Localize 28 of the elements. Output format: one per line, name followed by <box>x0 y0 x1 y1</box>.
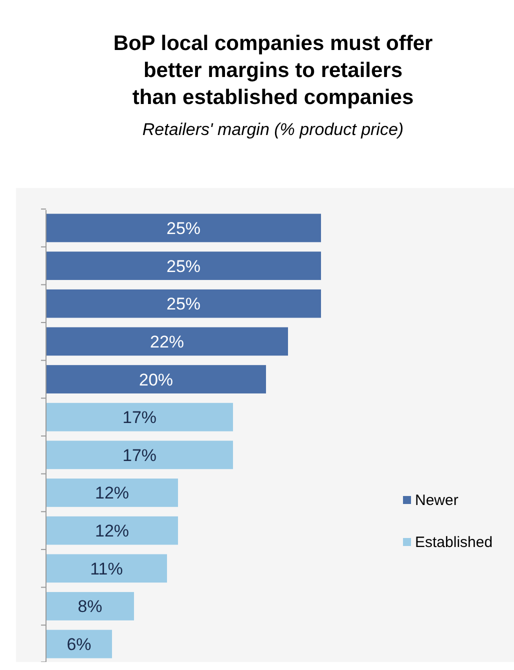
chart-subtitle: Retailers' margin (% product price) <box>142 120 404 139</box>
bar <box>46 592 134 620</box>
bar <box>46 516 178 545</box>
bar <box>46 252 321 280</box>
data-label: 25% <box>166 256 201 276</box>
data-label: 17% <box>122 408 157 428</box>
data-label: 25% <box>166 218 201 238</box>
legend-label: Established <box>415 534 493 551</box>
bar <box>46 554 167 583</box>
bar <box>46 214 321 242</box>
bar <box>46 289 321 318</box>
data-label: 12% <box>94 522 130 541</box>
data-label: 17% <box>122 446 157 465</box>
bar <box>46 402 233 432</box>
data-label: 25% <box>166 294 201 314</box>
data-label: 12% <box>94 484 130 503</box>
bar <box>46 440 233 470</box>
data-label: 6% <box>66 635 92 654</box>
data-label: 11% <box>90 559 123 578</box>
bar <box>46 478 178 507</box>
bar <box>46 327 288 356</box>
legend-label: Newer <box>415 492 458 509</box>
bar <box>46 365 266 394</box>
data-label: 20% <box>138 370 174 390</box>
data-label: 8% <box>78 597 102 616</box>
chart-title: BoP local companies must offer better margins to retailers than established companies <box>113 32 433 109</box>
bar <box>46 630 112 658</box>
data-label: 22% <box>150 332 184 352</box>
